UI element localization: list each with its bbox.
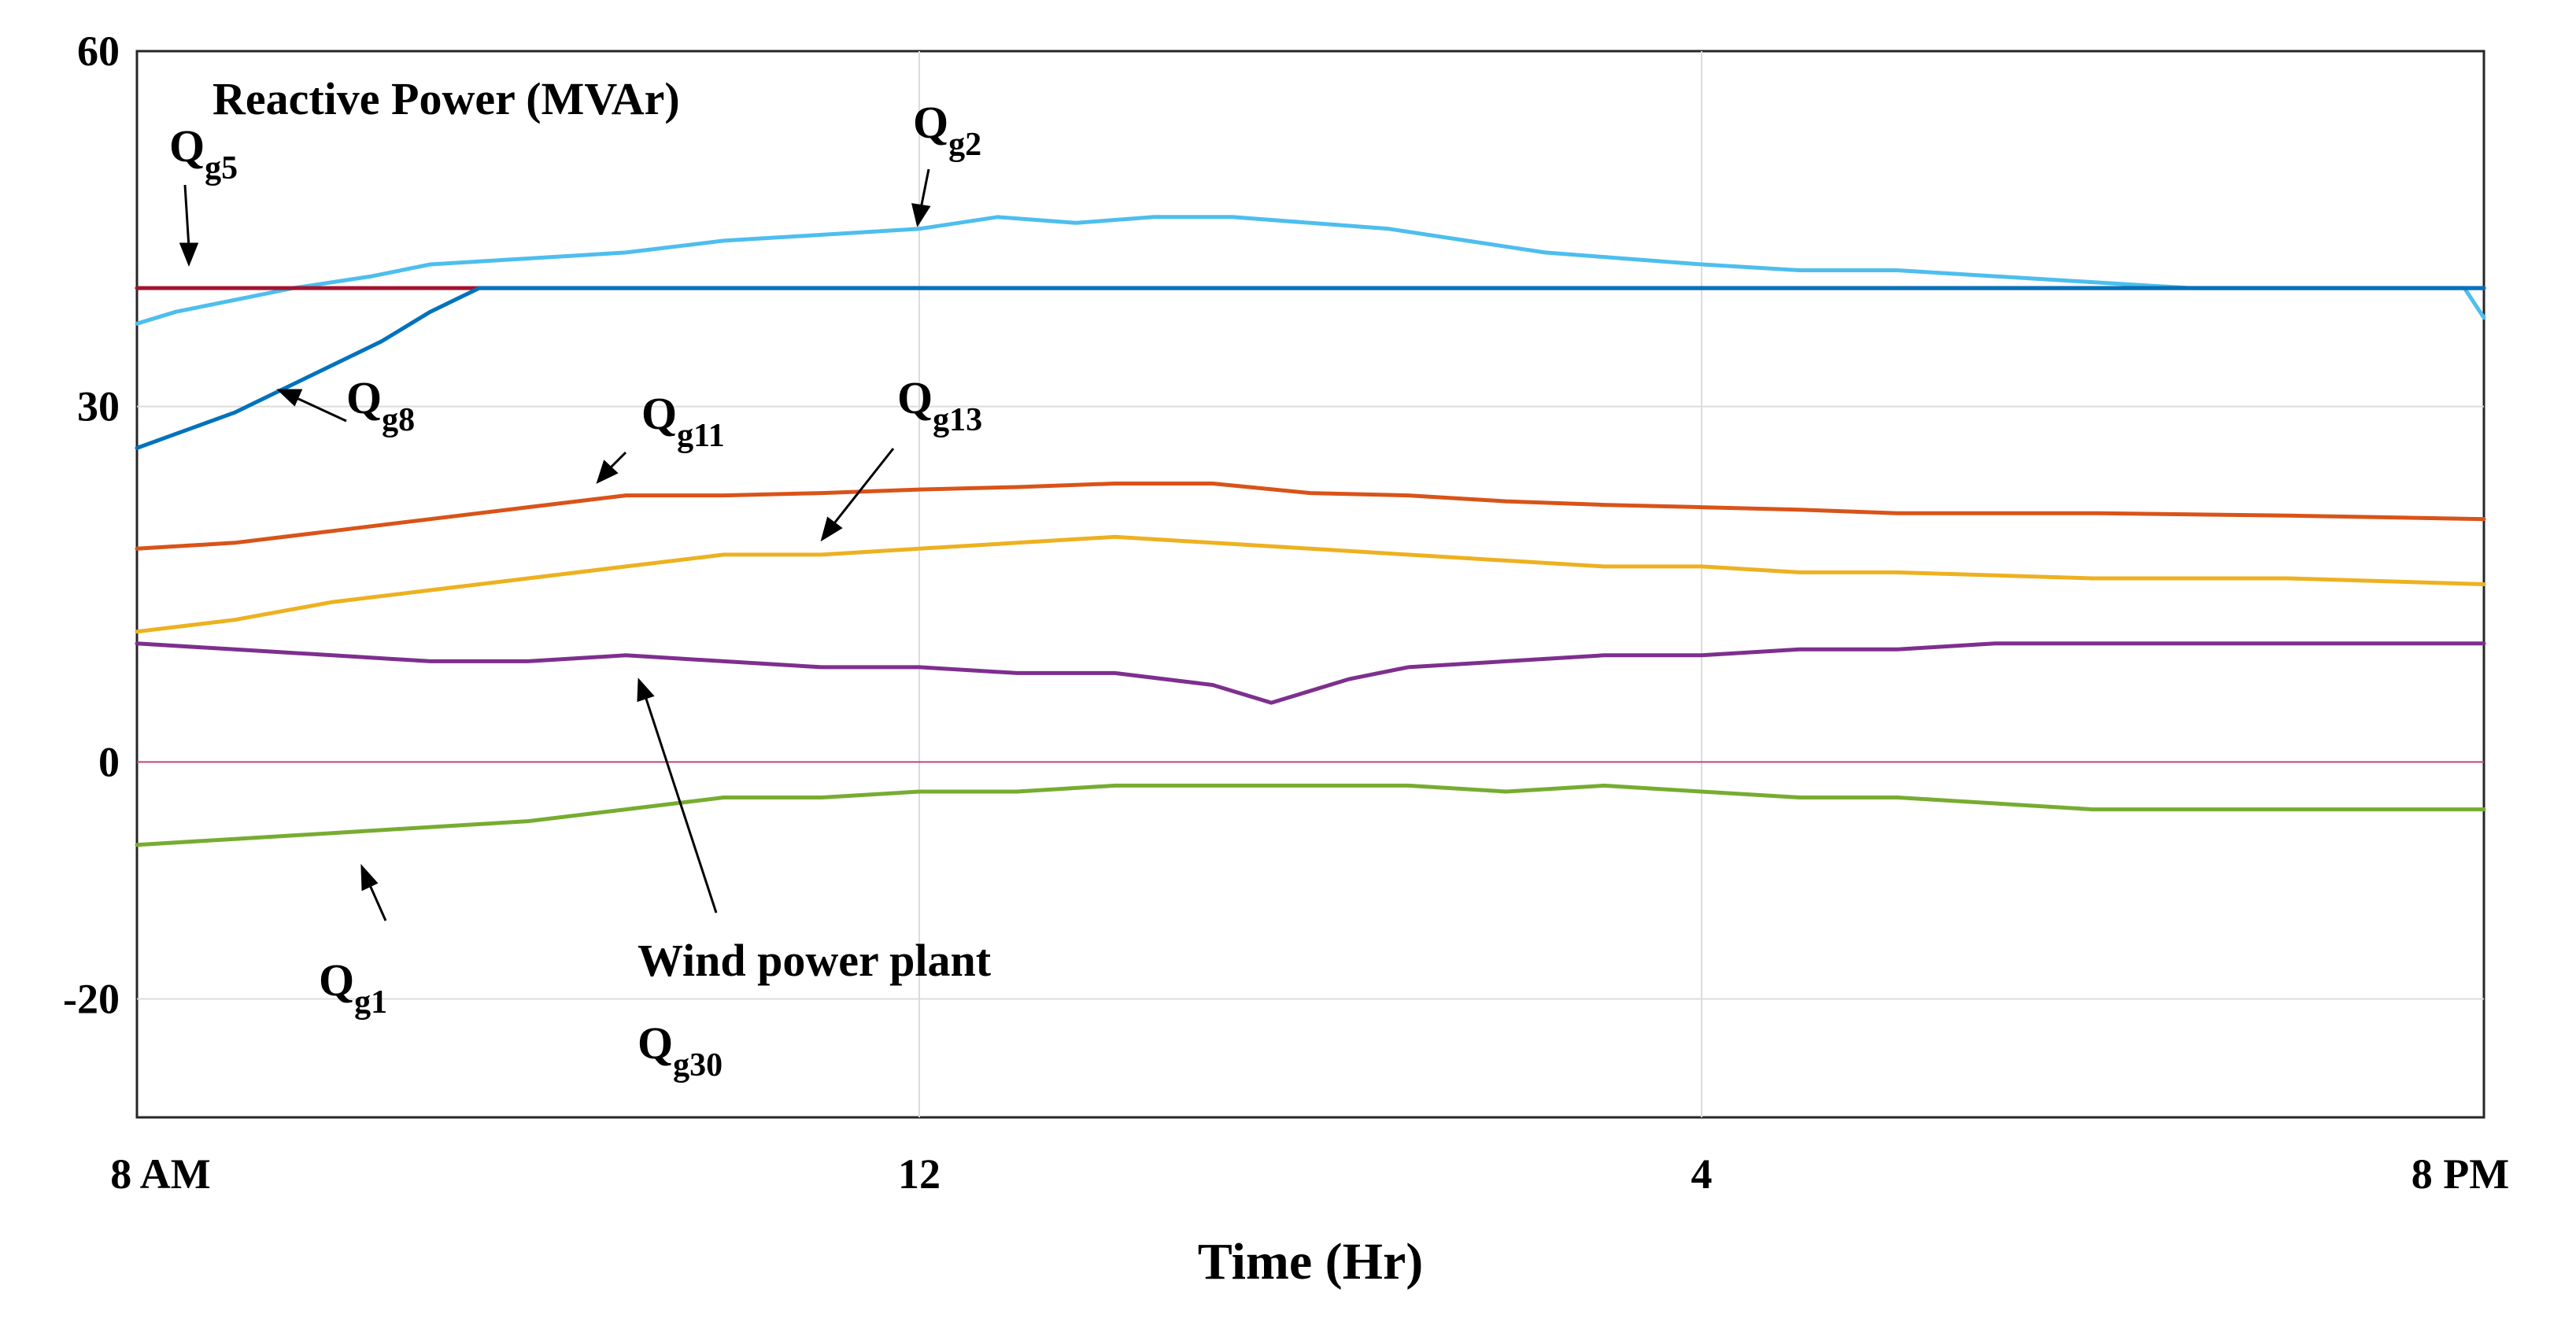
arrow-wind-head	[637, 677, 655, 703]
arrow-wind	[644, 696, 718, 914]
arrow-qg2-head	[911, 203, 931, 227]
arrow-qg11	[608, 451, 627, 470]
y-tick-label-1: 30	[77, 383, 120, 430]
tick-labels: 60 30 0 -20 8 AM 12 4 8 PM	[63, 28, 2509, 1198]
x-axis-title: Time (Hr)	[1198, 1233, 1424, 1290]
arrow-qg8	[294, 396, 347, 423]
x-tick-label-3: 8 PM	[2412, 1150, 2509, 1198]
series-line-qg2	[135, 215, 2486, 326]
y-tick-label-0: 60	[77, 28, 120, 75]
arrow-qg1	[368, 884, 387, 921]
arrow-qg11-head	[596, 460, 619, 484]
series-line-qg13	[135, 534, 2486, 634]
chart-title: Reactive Power (MVAr)	[213, 73, 680, 124]
annotation-arrows	[179, 168, 931, 921]
arrow-qg1-head	[360, 863, 379, 892]
series-line-qg11	[135, 482, 2486, 551]
x-tick-label-1: 12	[898, 1150, 941, 1198]
annotation-qg8: Qg8	[346, 372, 415, 438]
series-line-qg1	[135, 783, 2486, 847]
x-tick-label-2: 4	[1691, 1150, 1713, 1198]
series-lines	[135, 215, 2486, 847]
annotation-qg5: Qg5	[169, 120, 238, 186]
arrow-qg13-head	[820, 516, 843, 542]
arrow-qg5	[183, 184, 190, 249]
y-tick-label-3: -20	[63, 975, 120, 1022]
arrow-qg8-head	[276, 389, 303, 407]
annotation-wind-power-plant: Wind power plant	[638, 935, 992, 986]
plot-frame	[135, 50, 2485, 1119]
arrow-qg2	[919, 168, 930, 209]
annotation-qg1: Qg1	[319, 954, 387, 1021]
x-tick-label-0: 8 AM	[110, 1150, 211, 1198]
arrow-qg5-head	[179, 242, 199, 268]
series-line-qg30	[135, 641, 2486, 705]
series-line-qg8	[135, 286, 2486, 450]
annotation-qg30: Qg30	[638, 1017, 723, 1084]
arrow-qg13	[833, 448, 895, 524]
annotation-qg13: Qg13	[897, 372, 982, 438]
annotation-qg2: Qg2	[913, 97, 981, 163]
annotation-qg11: Qg11	[641, 388, 725, 454]
y-tick-label-2: 0	[98, 738, 120, 785]
